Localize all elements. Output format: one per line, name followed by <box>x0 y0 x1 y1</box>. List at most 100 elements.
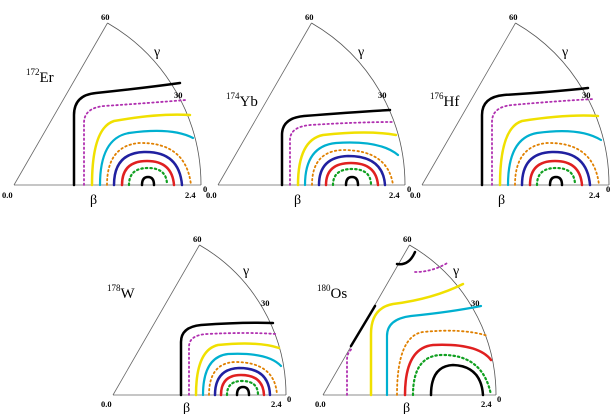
beta-max-label: 2.4 <box>185 190 196 200</box>
contour-green <box>127 166 169 187</box>
contour-lines <box>480 86 603 187</box>
element-symbol: Os <box>331 286 348 302</box>
tick-60: 60 <box>509 12 518 22</box>
contour-blue <box>317 154 387 187</box>
contour-lines <box>179 321 283 397</box>
nucleus-label: 172Er <box>26 67 54 86</box>
nucleus-label: 178W <box>107 283 136 302</box>
mass-number: 180 <box>317 283 331 293</box>
contour-red <box>403 343 493 397</box>
gamma-label: γ <box>242 264 249 279</box>
origin-label: 0.0 <box>101 399 112 409</box>
contour-min <box>548 175 564 187</box>
tick-30: 30 <box>174 90 183 100</box>
contour-min <box>140 175 156 187</box>
contour-lines <box>346 250 493 397</box>
contour-min <box>235 385 251 397</box>
beta-max-label: 2.4 <box>589 190 600 200</box>
contour-min <box>429 363 485 397</box>
nucleus-label: 180Os <box>317 283 347 302</box>
contour-magenta-upper <box>414 261 450 273</box>
gamma-label: γ <box>561 45 568 60</box>
contour-orange <box>208 361 278 396</box>
beta-label: β <box>90 193 97 208</box>
beta-label: β <box>498 193 505 208</box>
tick-30: 30 <box>471 298 480 308</box>
contour-red <box>120 159 176 187</box>
beta-max-label: 2.4 <box>271 399 282 409</box>
tick-30: 30 <box>582 90 591 100</box>
tick-60: 60 <box>403 234 412 244</box>
contour-orange <box>514 142 600 186</box>
contour-black-left <box>349 304 377 348</box>
contour-yellow <box>90 113 192 187</box>
tick-0: 0 <box>606 184 610 194</box>
contour-orange <box>106 142 192 186</box>
mass-number: 178 <box>107 283 121 293</box>
element-symbol: W <box>121 286 136 302</box>
contour-cyan <box>201 352 283 397</box>
tick-30: 30 <box>261 298 270 308</box>
contour-yellow <box>369 282 465 397</box>
element-symbol: Hf <box>444 94 460 110</box>
contour-black <box>480 86 590 187</box>
beta-label: β <box>183 401 190 414</box>
contour-magenta <box>83 99 187 186</box>
contour-black <box>179 321 275 397</box>
contour-black-upper <box>395 250 417 266</box>
contour-red <box>219 373 266 397</box>
mass-number: 174 <box>226 91 240 101</box>
contour-red <box>528 159 584 187</box>
panel-yb174: 60 γ 30 0 0.0 2.4 β 174Yb <box>206 12 411 208</box>
element-symbol: Yb <box>240 94 258 110</box>
element-symbol: Er <box>40 70 54 86</box>
contour-lines <box>72 81 195 187</box>
contour-cyan <box>98 129 195 187</box>
contour-black <box>280 108 392 187</box>
origin-label: 0.0 <box>410 190 421 200</box>
contour-cyan <box>506 130 603 187</box>
tick-0: 0 <box>407 184 411 194</box>
contour-cyan <box>385 304 483 397</box>
contour-lines <box>280 108 400 187</box>
gamma-label: γ <box>357 45 364 60</box>
nucleus-label: 176Hf <box>430 91 459 110</box>
tick-30: 30 <box>378 90 387 100</box>
contour-yellow <box>498 114 600 187</box>
contour-green <box>331 167 373 187</box>
tick-0: 0 <box>203 184 207 194</box>
contour-magenta <box>188 332 277 396</box>
beta-label: β <box>294 193 301 208</box>
contour-yellow <box>296 131 398 187</box>
origin-label: 0.0 <box>206 190 217 200</box>
contour-green <box>225 379 260 397</box>
contour-orange <box>396 329 489 396</box>
contour-yellow <box>194 342 281 397</box>
mass-number: 176 <box>430 91 444 101</box>
contour-blue <box>213 366 272 397</box>
contour-magenta <box>289 121 394 186</box>
gamma-label: γ <box>153 45 160 60</box>
sector-frame <box>112 244 287 396</box>
panel-hf176: 60 γ 30 0 0.0 2.4 β 176Hf <box>410 12 610 208</box>
tick-0: 0 <box>287 394 291 404</box>
contour-orange <box>311 149 394 186</box>
contour-blue <box>112 150 184 187</box>
tick-60: 60 <box>193 234 202 244</box>
contour-magenta <box>491 98 595 186</box>
beta-max-label: 2.4 <box>481 399 492 409</box>
sector-frame <box>322 244 497 396</box>
mass-number: 172 <box>26 67 40 77</box>
contour-blue <box>520 150 592 187</box>
contour-red <box>324 161 380 187</box>
contour-magenta-left <box>346 347 354 396</box>
panel-er172: 60 γ 30 0 0.0 2.4 β 172Er <box>2 12 207 208</box>
beta-label: β <box>403 401 410 414</box>
nucleus-label: 174Yb <box>226 91 258 110</box>
contour-black <box>72 81 182 187</box>
origin-label: 0.0 <box>2 190 13 200</box>
beta-max-label: 2.4 <box>389 190 400 200</box>
contour-min <box>344 175 360 187</box>
contour-cyan <box>303 141 400 187</box>
